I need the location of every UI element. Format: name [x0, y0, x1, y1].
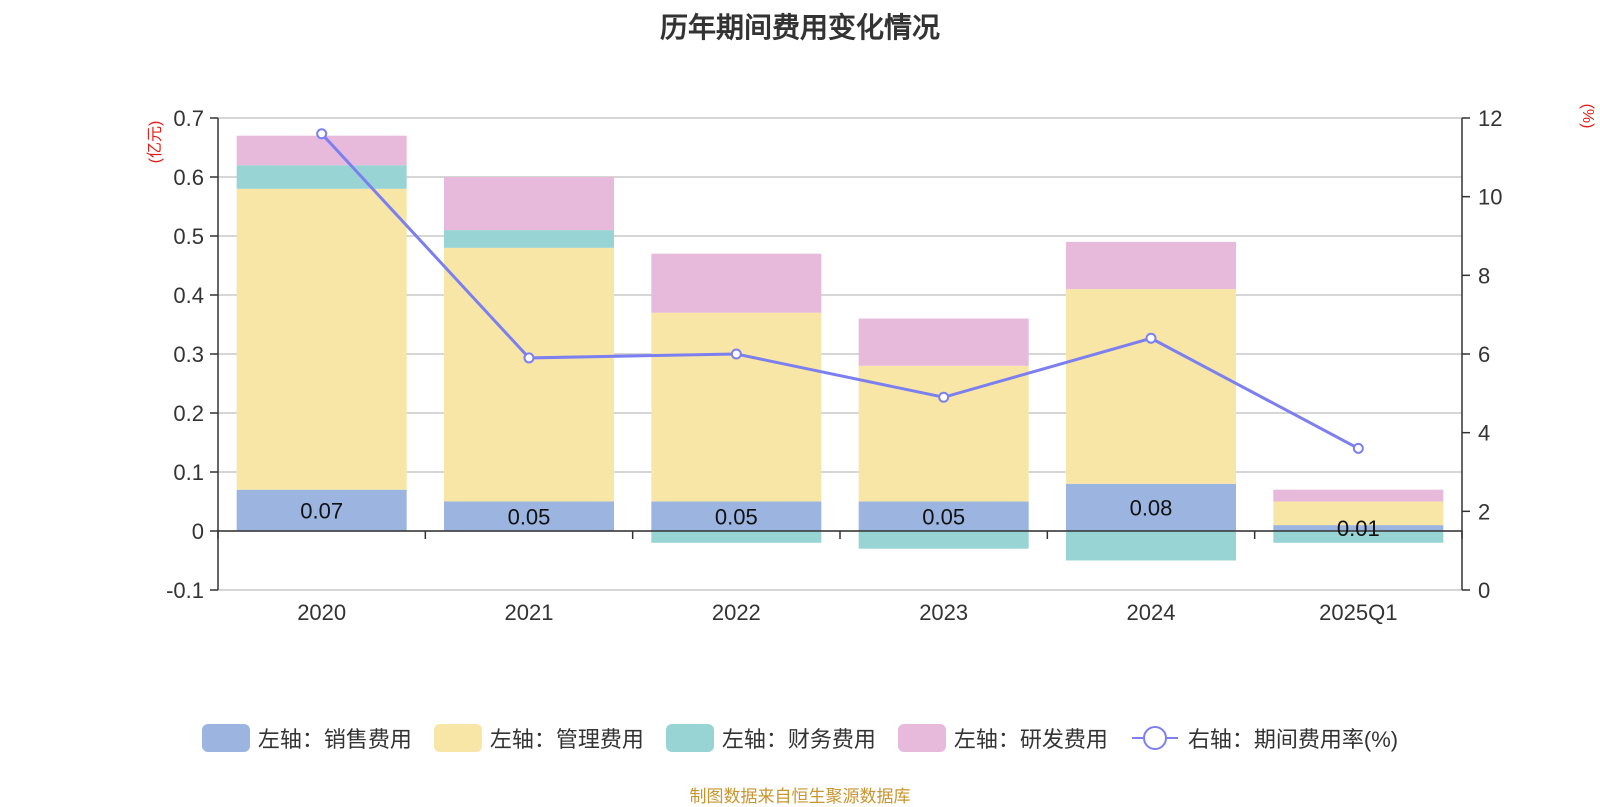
rate-point: [938, 391, 950, 403]
legend-swatch-admin: [433, 724, 482, 752]
bar-segment: [858, 531, 1029, 549]
rate-point: [523, 352, 535, 364]
bar-segment: [444, 230, 614, 248]
x-axis-tick-label: 2021: [505, 600, 554, 625]
bar-segment: [236, 135, 407, 166]
line-series: [316, 128, 1364, 454]
rate-point: [1145, 332, 1157, 344]
right-axis-tick-label: 2: [1478, 499, 1490, 524]
legend-item-rate[interactable]: 右轴：期间费用率(%): [1130, 722, 1398, 754]
bar-segment: [1273, 489, 1444, 502]
bar-segment: [236, 489, 407, 531]
bar-segment: [236, 188, 407, 490]
bar-segment: [444, 247, 614, 502]
bar-segment: [1273, 531, 1444, 543]
bar-segment: [1273, 525, 1444, 531]
left-axis-tick-label: 0.2: [173, 401, 204, 426]
source-note: 制图数据来自恒生聚源数据库: [689, 787, 911, 806]
bar-segment: [1273, 501, 1444, 526]
bar-group: [236, 135, 1444, 561]
left-axis-tick-label: 0: [192, 519, 204, 544]
left-axis-tick-label: -0.1: [166, 578, 204, 603]
left-axis-tick-label: 0.6: [173, 165, 204, 190]
data-label: 0.08: [1130, 495, 1173, 520]
rate-point: [730, 348, 742, 360]
bar-segment: [1066, 289, 1236, 484]
legend-item-rnd[interactable]: 左轴：研发费用: [897, 722, 1108, 754]
legend: 左轴：销售费用 左轴：管理费用 左轴：财务费用 左轴：研发费用 右轴：期间费用率…: [0, 722, 1600, 754]
bar-segment: [651, 312, 822, 502]
data-label: 0.05: [922, 504, 965, 529]
bar-segment: [858, 365, 1029, 502]
bar-segment: [858, 318, 1029, 366]
x-axis-tick-label: 2025Q1: [1319, 600, 1397, 625]
rate-point: [1352, 442, 1364, 454]
x-axis-tick-label: 2022: [712, 600, 761, 625]
bar-segment: [651, 501, 822, 531]
bar-segment: [1066, 483, 1236, 531]
x-axis-tick-label: 2023: [919, 600, 968, 625]
left-axis-unit: (亿元): [146, 121, 164, 164]
bar-segment: [1066, 531, 1236, 561]
legend-swatch-rate: [1131, 726, 1178, 750]
data-label: 0.07: [300, 498, 343, 523]
legend-label-rate: 右轴：期间费用率(%): [1187, 727, 1399, 752]
right-axis-tick-label: 10: [1478, 185, 1502, 210]
left-axis-tick-label: 0.4: [173, 283, 204, 308]
bar-segment: [444, 177, 614, 231]
legend-swatch-finance: [665, 724, 714, 752]
data-label: 0.01: [1337, 516, 1380, 541]
bar-segment: [858, 501, 1029, 531]
bar-segment: [651, 531, 822, 543]
chart-title: 历年期间费用变化情况: [659, 12, 940, 43]
rate-point: [316, 128, 328, 140]
data-label: 0.05: [508, 504, 551, 529]
data-label: 0.05: [715, 504, 758, 529]
right-axis-tick-label: 8: [1478, 263, 1490, 288]
legend-swatch-rnd: [897, 724, 946, 752]
right-axis-tick-label: 4: [1478, 421, 1490, 446]
bar-segment: [444, 501, 614, 531]
right-axis-tick-label: 6: [1478, 342, 1490, 367]
left-axis-tick-label: 0.3: [173, 342, 204, 367]
legend-label-rnd: 左轴：研发费用: [953, 727, 1108, 752]
legend-label-admin: 左轴：管理费用: [489, 727, 644, 752]
x-axis-tick-label: 2020: [297, 600, 346, 625]
right-axis-tick-label: 12: [1478, 106, 1502, 131]
bar-segment: [236, 165, 407, 189]
rate-line: [320, 132, 1360, 450]
right-axis-tick-label: 0: [1478, 578, 1490, 603]
left-axis-tick-label: 0.7: [173, 106, 204, 131]
right-axis-unit: (%): [1579, 104, 1596, 129]
bar-segment: [651, 253, 822, 313]
legend-swatch-sales: [201, 724, 250, 752]
bar-segment: [1066, 241, 1236, 290]
legend-label-finance: 左轴：财务费用: [721, 727, 876, 752]
left-axis-tick-label: 0.5: [173, 224, 204, 249]
legend-label-sales: 左轴：销售费用: [257, 727, 412, 752]
legend-item-admin[interactable]: 左轴：管理费用: [433, 722, 644, 754]
legend-item-finance[interactable]: 左轴：财务费用: [665, 722, 876, 754]
left-axis-tick-label: 0.1: [173, 460, 204, 485]
legend-item-sales[interactable]: 左轴：销售费用: [201, 722, 412, 754]
x-axis-tick-label: 2024: [1127, 600, 1176, 625]
data-labels: 0.07 0.05 0.05 0.05 0.08 0.01: [300, 495, 1379, 541]
